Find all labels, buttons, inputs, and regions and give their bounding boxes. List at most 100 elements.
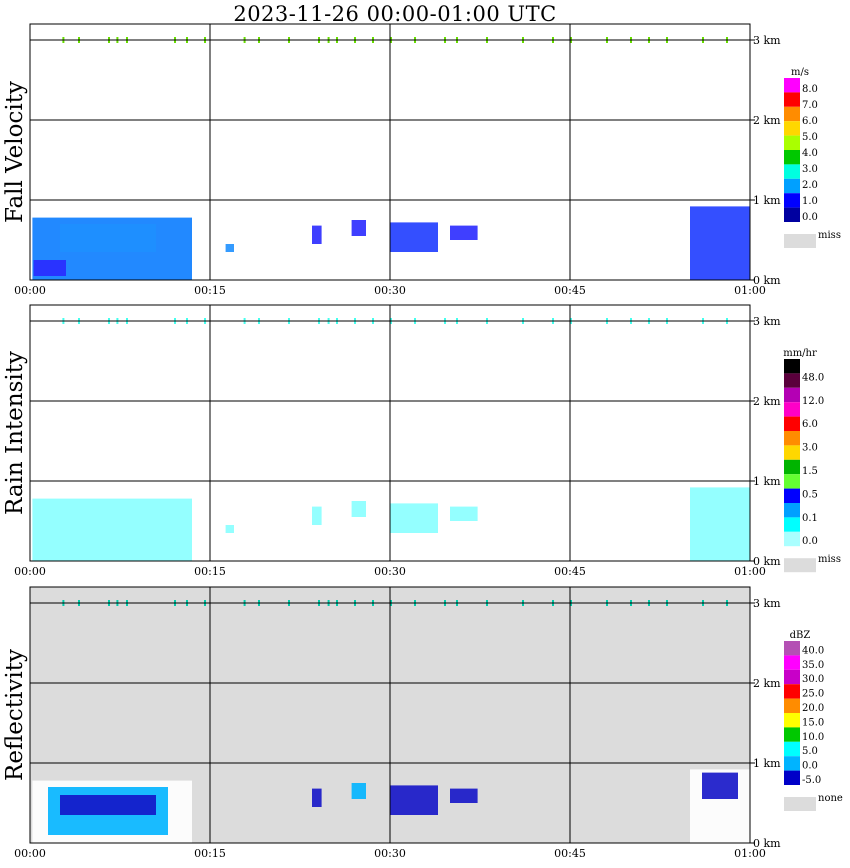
- colorbar-label: 8.0: [802, 84, 818, 95]
- colorbar-swatch: [784, 474, 800, 489]
- echo-region: [390, 222, 438, 252]
- colorbar-swatch: [784, 488, 800, 503]
- colorbar-label: 20.0: [802, 703, 824, 714]
- colorbar-label: 1.5: [802, 466, 818, 477]
- colorbar-unit: mm/hr: [783, 348, 817, 359]
- colorbar-label: 0.5: [802, 489, 818, 500]
- echo-region: [60, 224, 156, 252]
- echo-region: [690, 487, 750, 561]
- time-tick-label: 01:00: [734, 284, 766, 297]
- time-tick-label: 00:30: [374, 847, 406, 860]
- height-tick-label: 1 km: [753, 475, 781, 488]
- time-tick-label: 00:45: [554, 565, 586, 578]
- echo-region: [32, 498, 193, 561]
- height-tick-label: 3 km: [753, 597, 781, 610]
- echo-region: [225, 525, 234, 533]
- page-title: 2023-11-26 00:00-01:00 UTC: [233, 2, 557, 26]
- time-tick-label: 00:00: [14, 847, 46, 860]
- colorbar-swatch: [784, 669, 800, 685]
- colorbar-label: 30.0: [802, 674, 824, 685]
- colorbar-swatch: [784, 78, 800, 93]
- colorbar-swatch: [784, 193, 800, 208]
- colorbar-miss-swatch: [784, 558, 816, 573]
- colorbar-swatch: [784, 756, 800, 771]
- echo-region: [351, 220, 366, 236]
- time-tick-label: 00:15: [194, 284, 226, 297]
- colorbar-swatch: [784, 684, 800, 699]
- colorbar-swatch: [784, 431, 800, 446]
- echo-region: [312, 506, 322, 525]
- colorbar-swatch: [784, 459, 800, 475]
- echo-region: [390, 503, 438, 533]
- echo-region: [225, 244, 234, 252]
- colorbar-label: 0.1: [802, 513, 818, 524]
- axis-label: Rain Intensity: [2, 351, 28, 515]
- colorbar-label: 35.0: [802, 660, 824, 671]
- time-tick-label: 00:00: [14, 284, 46, 297]
- echo-region: [450, 506, 478, 521]
- height-tick-label: 2 km: [753, 677, 781, 690]
- echo-region: [450, 788, 478, 803]
- height-tick-label: 3 km: [753, 315, 781, 328]
- colorbar-label: 15.0: [802, 717, 824, 728]
- plot-frame: [29, 304, 751, 562]
- time-tick-label: 00:30: [374, 565, 406, 578]
- colorbar-swatch: [784, 517, 800, 532]
- time-tick-label: 00:45: [554, 284, 586, 297]
- colorbar-swatch: [784, 135, 800, 150]
- colorbar-miss-label: miss: [818, 230, 841, 241]
- colorbar-swatch: [784, 387, 800, 403]
- colorbar-label: 2.0: [802, 180, 818, 191]
- colorbar-label: 40.0: [802, 645, 824, 656]
- axis-label: Reflectivity: [2, 649, 28, 781]
- colorbar-label: 1.0: [802, 196, 818, 207]
- colorbar-label: 48.0: [802, 372, 824, 383]
- colorbar-swatch: [784, 150, 800, 165]
- colorbar-swatch: [784, 698, 800, 713]
- echo-region: [312, 788, 322, 807]
- colorbar-swatch: [784, 503, 800, 518]
- colorbar-label: 4.0: [802, 148, 818, 159]
- colorbar-swatch: [784, 416, 800, 431]
- colorbar-miss-swatch: [784, 797, 816, 811]
- colorbar-miss-swatch: [784, 234, 816, 248]
- colorbar-label: 3.0: [802, 164, 818, 175]
- echo-region: [690, 206, 750, 280]
- height-tick-label: 1 km: [753, 757, 781, 770]
- colorbar-swatch: [784, 531, 800, 547]
- echo-region: [60, 795, 156, 815]
- colorbar-swatch: [784, 741, 800, 757]
- echo-region: [33, 260, 66, 276]
- colorbar-miss-label: none: [818, 793, 843, 804]
- echo-region: [351, 783, 366, 799]
- colorbar-label: 7.0: [802, 100, 818, 111]
- time-tick-label: 00:45: [554, 847, 586, 860]
- colorbar-unit: m/s: [791, 67, 809, 78]
- colorbar-label: 25.0: [802, 689, 824, 700]
- plot-frame: [29, 23, 751, 281]
- colorbar-swatch: [784, 106, 800, 122]
- panel-1: 0 km 1 km 2 km 3 km 00:00 00:15 00:30 00:45 01:0…: [2, 304, 841, 578]
- colorbar-swatch: [784, 641, 800, 656]
- colorbar-label: -5.0: [802, 775, 821, 786]
- colorbar-label: 0.0: [802, 212, 818, 223]
- colorbar-label: 0.0: [802, 536, 818, 547]
- colorbar-label: 6.0: [802, 116, 818, 127]
- axis-label: Fall Velocity: [2, 81, 28, 223]
- height-tick-label: 0 km: [753, 555, 781, 568]
- colorbar-label: 5.0: [802, 132, 818, 143]
- height-tick-label: 3 km: [753, 34, 781, 47]
- height-tick-label: 1 km: [753, 194, 781, 207]
- colorbar-swatch: [784, 207, 800, 222]
- colorbar-swatch: [784, 727, 800, 742]
- colorbar-swatch: [784, 402, 800, 417]
- echo-region: [390, 785, 438, 815]
- colorbar-swatch: [784, 655, 800, 670]
- panel-2: 0 km 1 km 2 km 3 km 00:00 00:15 00:30 00:45 01:0…: [2, 586, 843, 860]
- colorbar-label: 6.0: [802, 419, 818, 430]
- echo-region: [312, 225, 322, 244]
- panel-0: 0 km 1 km 2 km 3 km 00:00 00:15 00:30 00:45 01:0…: [2, 23, 841, 297]
- colorbar-swatch: [784, 164, 800, 179]
- colorbar-label: 12.0: [802, 396, 824, 407]
